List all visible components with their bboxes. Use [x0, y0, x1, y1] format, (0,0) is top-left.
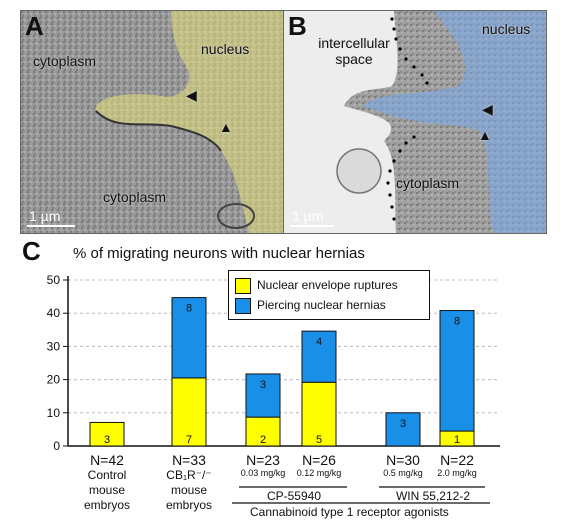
bar-piercing — [301, 330, 337, 383]
bar-ruptures — [245, 416, 281, 447]
bar-ruptures — [89, 421, 125, 447]
x-label-dose: 0.5 mg/kg — [383, 468, 423, 478]
y-tick-label: 10 — [47, 406, 61, 420]
scale-bar-b — [290, 225, 334, 227]
legend-item-piercing: Piercing nuclear hernias — [235, 296, 386, 314]
x-label-line3: embryos — [83, 498, 130, 512]
nucleus-overlay-a — [95, 11, 283, 233]
x-label-win-low: N=30 0.5 mg/kg — [372, 452, 434, 479]
x-label-n: N=26 — [302, 452, 336, 468]
x-label-n: N=30 — [386, 452, 420, 468]
x-label-n: N=23 — [246, 452, 280, 468]
x-label-n: N=33 — [172, 452, 206, 468]
intercellular-label-b: intercellular space — [318, 35, 390, 67]
cytoplasm-label-a-top: cytoplasm — [33, 53, 97, 69]
x-label-line1: CB₁R⁻/⁻ — [166, 468, 212, 482]
bar-piercing — [439, 310, 475, 432]
x-label-line3: embryos — [165, 498, 212, 512]
x-label-cp-high: N=26 0.12 mg/kg — [288, 452, 350, 479]
arrowhead-b2: ▲ — [478, 127, 492, 143]
x-label-line1: Control — [87, 468, 127, 482]
panel-letter-c: C — [22, 236, 41, 266]
y-tick-label: 30 — [47, 339, 61, 353]
x-label-line2: mouse — [88, 483, 126, 497]
scale-label-a: 1 µm — [29, 208, 61, 224]
em-micrograph-a — [21, 11, 283, 233]
x-label-dose: 2.0 mg/kg — [437, 468, 477, 478]
x-label-n: N=42 — [90, 452, 124, 468]
bracket-label-win55212: WIN 55,212-2 — [395, 489, 471, 503]
nucleus-label-b: nucleus — [482, 21, 531, 37]
x-label-dose: 0.12 mg/kg — [296, 468, 342, 478]
em-panel-a: A nucleus cytoplasm cytoplasm ◀ ▲ 1 µm — [20, 10, 284, 234]
arrowhead-b1: ◀ — [482, 101, 493, 117]
y-tick-label: 50 — [47, 273, 61, 287]
y-tick-label: 0 — [53, 439, 60, 453]
bar-count-label: 8 — [454, 316, 460, 328]
bar-count-label: 3 — [260, 379, 266, 391]
y-tick-label: 20 — [47, 373, 61, 387]
bar-count-label: 4 — [316, 336, 322, 348]
x-label-cp-low: N=23 0.03 mg/kg — [232, 452, 294, 479]
bar-count-label: 3 — [400, 418, 406, 430]
legend-swatch-piercing — [235, 297, 251, 314]
panel-letter-b: B — [288, 11, 307, 41]
panel-letter-a: A — [25, 11, 44, 41]
y-tick-label: 40 — [47, 306, 61, 320]
x-label-cb1r: N=33 CB₁R⁻/⁻ mouse embryos — [148, 452, 230, 513]
nucleus-overlay-b — [364, 11, 546, 233]
nucleus-label-a: nucleus — [201, 41, 250, 57]
bar-count-label: 2 — [260, 434, 266, 446]
em-panel-b: B nucleus intercellular space cytoplasm … — [283, 10, 547, 234]
bar-count-label: 5 — [316, 434, 322, 446]
cytoplasm-label-a-bottom: cytoplasm — [103, 189, 167, 205]
legend-label-piercing: Piercing nuclear hernias — [257, 298, 386, 312]
legend-item-ruptures: Nuclear envelope ruptures — [235, 276, 398, 294]
scale-label-b: 1 µm — [292, 208, 324, 224]
x-label-win-high: N=22 2.0 mg/kg — [426, 452, 488, 479]
chart-legend: Nuclear envelope ruptures Piercing nucle… — [228, 270, 430, 320]
x-label-dose: 0.03 mg/kg — [240, 468, 286, 478]
arrowhead-a1: ◀ — [186, 87, 197, 103]
x-label-n: N=22 — [440, 452, 474, 468]
bar-piercing — [171, 297, 207, 379]
legend-swatch-ruptures — [235, 277, 251, 294]
bar-count-label: 7 — [186, 434, 192, 446]
x-label-control: N=42 Control mouse embryos — [66, 452, 148, 513]
chart-title: % of migrating neurons with nuclear hern… — [73, 245, 365, 262]
x-label-line2: mouse — [170, 483, 208, 497]
scale-bar-a — [27, 225, 75, 227]
bar-count-label: 8 — [186, 303, 192, 315]
bar-piercing — [245, 373, 281, 418]
bar-count-label: 1 — [454, 434, 460, 446]
em-micrograph-b — [284, 11, 546, 233]
legend-label-ruptures: Nuclear envelope ruptures — [257, 278, 398, 292]
agonist-group-caption: Cannabinoid type 1 receptor agonists — [250, 505, 449, 519]
bracket-label-cp55940: CP-55940 — [266, 489, 322, 503]
bar-piercing — [385, 412, 421, 447]
bar-count-label: 3 — [104, 434, 110, 446]
cytoplasm-label-b: cytoplasm — [396, 175, 460, 191]
arrowhead-a2: ▲ — [219, 119, 233, 135]
bar-ruptures — [171, 377, 207, 447]
